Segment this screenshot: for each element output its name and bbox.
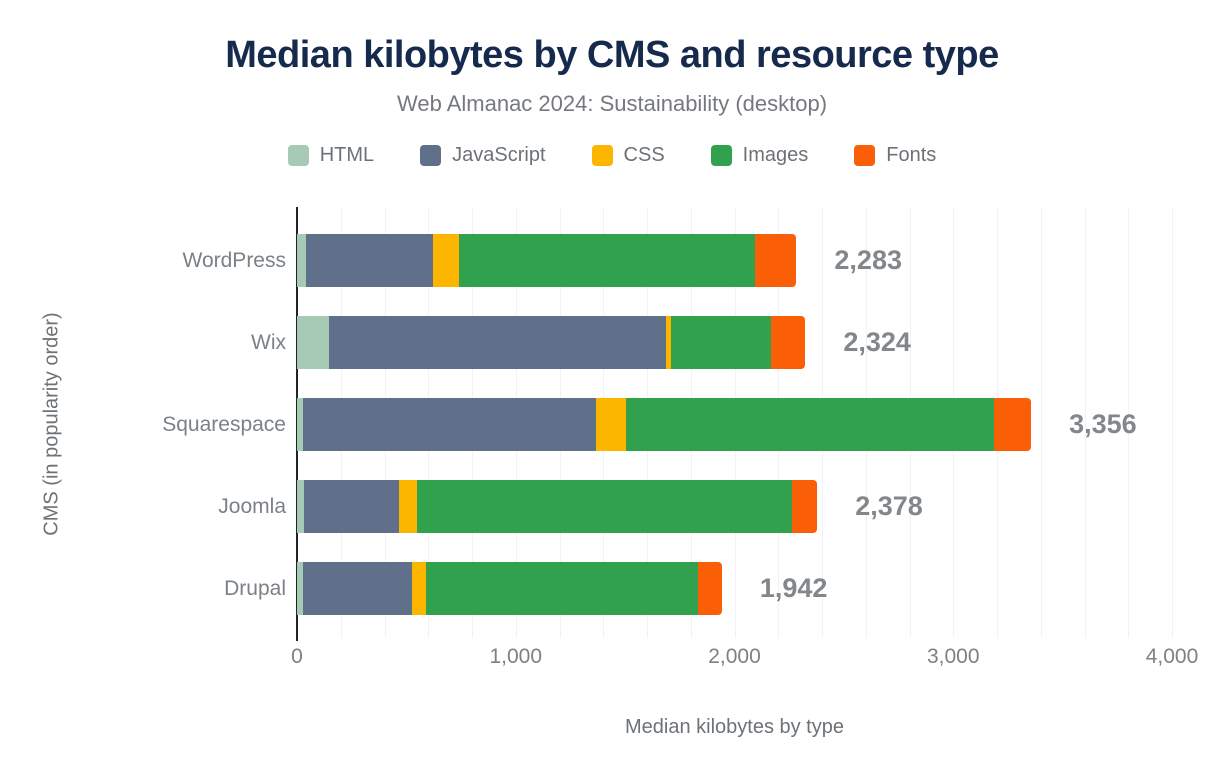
total-label-squarespace: 3,356 (1069, 408, 1137, 439)
legend-item-images[interactable]: Images (710, 144, 809, 167)
legend-swatch-css-icon (591, 145, 613, 166)
total-label-drupal: 1,942 (759, 572, 828, 603)
category-label-drupal: Drupal (224, 576, 286, 600)
total-label-joomla: 2,378 (855, 490, 923, 521)
legend-label-images: Images (742, 144, 809, 166)
bar-segment-fonts-drupal[interactable] (697, 562, 722, 615)
legend-item-css[interactable]: CSS (591, 144, 665, 167)
bar-segment-images-wordpress[interactable] (458, 234, 756, 287)
legend-label-javascript: JavaScript (452, 144, 546, 166)
category-label-joomla: Joomla (218, 494, 286, 518)
legend-item-javascript[interactable]: JavaScript (420, 144, 546, 167)
bar-segment-css-wix[interactable] (665, 316, 671, 369)
bar-segment-javascript-wix[interactable] (328, 316, 666, 369)
bar-segment-javascript-drupal[interactable] (302, 562, 412, 615)
gridline (1040, 207, 1042, 638)
gridline (1084, 207, 1086, 638)
bar-segment-images-squarespace[interactable] (625, 398, 995, 451)
legend-label-fonts: Fonts (886, 144, 937, 166)
chart-title: Median kilobytes by CMS and resource typ… (225, 34, 999, 76)
legend-swatch-images-icon (710, 145, 732, 166)
bar-segment-html-drupal[interactable] (297, 562, 303, 615)
gridline (1128, 207, 1130, 638)
total-label-wix: 2,324 (843, 326, 911, 357)
x-tick-label-4000: 4,000 (1145, 645, 1199, 668)
gridline (1172, 207, 1173, 638)
bar-segment-html-wordpress[interactable] (297, 234, 306, 287)
total-label-wordpress: 2,283 (834, 244, 902, 275)
chart-subtitle: Web Almanac 2024: Sustainability (deskto… (396, 91, 828, 116)
bar-segment-fonts-squarespace[interactable] (994, 398, 1032, 451)
x-axis-title: Median kilobytes by type (624, 716, 844, 738)
bar-segment-css-wordpress[interactable] (432, 234, 459, 287)
bar-segment-images-wix[interactable] (670, 316, 771, 369)
bar-segment-javascript-wordpress[interactable] (305, 234, 433, 287)
bar-segment-html-joomla[interactable] (297, 480, 304, 533)
legend-swatch-javascript-icon (420, 145, 442, 166)
bar-segment-css-joomla[interactable] (398, 480, 418, 533)
legend-item-fonts[interactable]: Fonts (854, 144, 936, 167)
legend-label-html: HTML (319, 144, 375, 166)
bar-segment-images-joomla[interactable] (417, 480, 793, 533)
bar-segment-css-drupal[interactable] (411, 562, 426, 615)
bar-segment-fonts-wix[interactable] (770, 316, 806, 369)
bar-segment-html-squarespace[interactable] (297, 398, 303, 451)
bar-segment-javascript-joomla[interactable] (303, 480, 399, 533)
bar-segment-css-squarespace[interactable] (596, 398, 626, 451)
legend-swatch-html-icon (287, 145, 309, 166)
x-tick-label-3000: 3,000 (926, 645, 980, 668)
x-tick-label-2000: 2,000 (708, 645, 761, 668)
bar-segment-fonts-wordpress[interactable] (755, 234, 797, 287)
x-tick-label-1000: 1,000 (489, 645, 543, 668)
legend-label-css: CSS (623, 144, 665, 166)
bar-segment-javascript-squarespace[interactable] (302, 398, 597, 451)
bar-segment-images-drupal[interactable] (425, 562, 698, 615)
legend: HTML JavaScript CSS Images Fonts (0, 144, 1224, 167)
y-axis-title: CMS (in popularity order) (40, 312, 63, 536)
x-tick-label-0: 0 (291, 645, 303, 668)
category-label-squarespace: Squarespace (162, 412, 286, 436)
bar-segment-html-wix[interactable] (297, 316, 329, 369)
legend-item-html[interactable]: HTML (287, 144, 375, 167)
category-label-wix: Wix (251, 330, 286, 354)
bar-segment-fonts-joomla[interactable] (792, 480, 818, 533)
legend-swatch-fonts-icon (854, 145, 876, 166)
category-label-wordpress: WordPress (182, 248, 286, 272)
